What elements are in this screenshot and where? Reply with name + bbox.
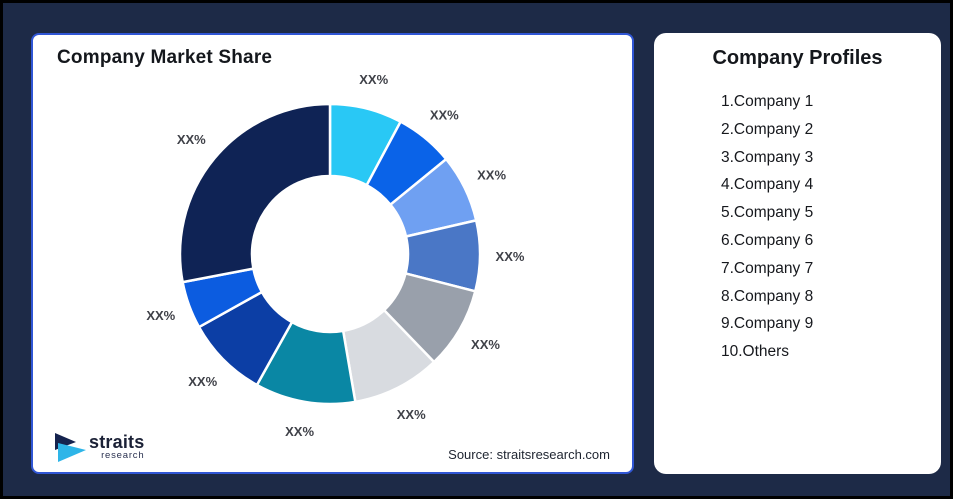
straits-research-logo: straits research	[53, 430, 144, 464]
donut-slice-others	[178, 102, 332, 284]
profile-item-8: 8.Company 8	[721, 287, 814, 305]
profile-item-5: 5.Company 5	[721, 204, 814, 222]
profile-item-2: 2.Company 2	[721, 120, 814, 138]
logo-text-block: straits research	[89, 431, 145, 461]
slice-label-company-4: XX%	[496, 249, 525, 264]
market-share-donut-chart: XX% XX% XX% XX% XX% XX% XX% XX% XX% XX%	[146, 72, 525, 439]
profile-item-7: 7.Company 7	[721, 259, 814, 277]
slice-label-company-5: XX%	[471, 337, 500, 352]
slice-label-company-6: XX%	[397, 407, 426, 422]
source-attribution: Source: straitsresearch.com	[448, 447, 610, 462]
slice-label-company-3: XX%	[477, 167, 506, 182]
profile-item-10: 10.Others	[721, 343, 790, 361]
profile-item-6: 6.Company 6	[721, 231, 814, 249]
profiles-list: 1.Company 1 2.Company 2 3.Company 3 4.Co…	[654, 88, 941, 366]
logo-name-text: straits	[89, 431, 145, 452]
market-share-panel: Company Market Share XX% XX% XX% XX% XX% XX% X…	[31, 33, 634, 474]
logo-subname-text: research	[101, 449, 145, 461]
straits-logo-mark-icon	[55, 433, 86, 462]
slice-label-company-1: XX%	[359, 72, 388, 87]
profiles-title: Company Profiles	[712, 47, 883, 69]
slice-label-others: XX%	[177, 132, 206, 147]
slice-label-company-9: XX%	[146, 308, 175, 323]
company-profiles-panel: Company Profiles 1.Company 1 2.Company 2…	[654, 33, 941, 474]
profile-item-3: 3.Company 3	[721, 148, 814, 166]
profile-item-4: 4.Company 4	[721, 176, 814, 194]
profile-item-9: 9.Company 9	[721, 315, 814, 333]
chart-title: Company Market Share	[57, 47, 273, 68]
slice-label-company-8: XX%	[188, 374, 217, 389]
slice-label-company-2: XX%	[430, 107, 459, 122]
profile-item-1: 1.Company 1	[721, 93, 814, 110]
slice-label-company-7: XX%	[285, 424, 314, 439]
